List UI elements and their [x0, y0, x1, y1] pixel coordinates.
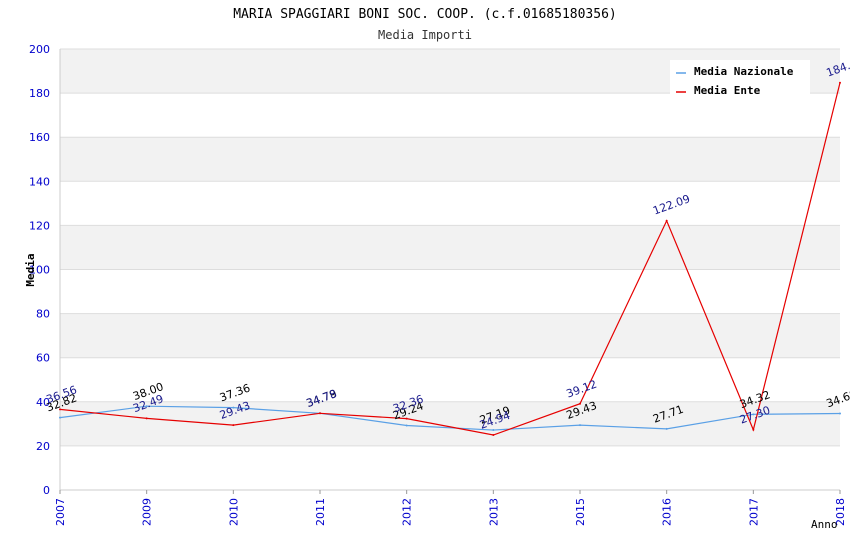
- y-tick-label: 40: [36, 396, 50, 409]
- plot-band: [60, 225, 840, 270]
- y-tick-label: 20: [36, 440, 50, 453]
- legend-label-media-nazionale: Media Nazionale: [694, 65, 794, 78]
- series-lines: [59, 81, 841, 437]
- data-point: [579, 424, 581, 427]
- data-point: [492, 429, 495, 432]
- x-tick-label: 2018: [834, 498, 847, 526]
- x-tick-label: 2017: [747, 498, 760, 526]
- data-point: [752, 413, 755, 416]
- grid-lines: [59, 48, 840, 491]
- legend-label-media-ente: Media Ente: [694, 84, 761, 97]
- data-point: [405, 417, 408, 420]
- series-line-media-nazionale: [59, 405, 841, 431]
- plot-bands: [60, 49, 840, 490]
- x-tick-label: 2012: [401, 498, 414, 526]
- y-tick-label: 0: [43, 484, 50, 497]
- y-tick-label: 160: [29, 131, 50, 144]
- plot-band: [60, 93, 840, 138]
- y-tick-label: 180: [29, 87, 50, 100]
- y-axis-label: Media: [24, 253, 37, 286]
- y-tick-label: 60: [36, 352, 50, 365]
- x-tick-label: 2010: [227, 498, 240, 526]
- data-point: [492, 434, 495, 437]
- data-point: [145, 417, 148, 420]
- data-point: [665, 219, 668, 222]
- y-tick-label: 100: [29, 264, 50, 277]
- x-tick-label: 2009: [141, 498, 154, 526]
- x-axis-label: Anno: [811, 518, 838, 531]
- x-tick-label: 2016: [661, 498, 674, 526]
- plot-band: [60, 445, 840, 490]
- x-tick-label: 2007: [54, 498, 67, 526]
- data-point: [839, 412, 841, 415]
- chart-title: MARIA SPAGGIARI BONI SOC. COOP. (c.f.016…: [233, 7, 617, 22]
- plot-band: [60, 137, 840, 182]
- data-point: [59, 408, 61, 411]
- x-tick-label: 2011: [314, 498, 327, 526]
- y-tick-label: 200: [29, 43, 50, 56]
- data-point: [839, 81, 841, 84]
- chart-subtitle: Media Importi: [378, 28, 472, 42]
- plot-band: [60, 181, 840, 226]
- y-tick-label: 80: [36, 308, 50, 321]
- legend: Media Nazionale Media Ente: [670, 60, 810, 97]
- data-point: [405, 424, 408, 427]
- data-point: [319, 412, 321, 415]
- plot-band: [60, 401, 840, 446]
- data-point: [579, 402, 581, 405]
- legend-box: [670, 60, 810, 96]
- series-line-media-ente: [59, 82, 841, 436]
- plot-band: [60, 357, 840, 402]
- y-tick-label: 140: [29, 175, 50, 188]
- data-point: [665, 427, 668, 430]
- data-point: [752, 428, 755, 431]
- plot-band: [60, 269, 840, 314]
- data-point: [145, 405, 148, 408]
- x-tick-label: 2013: [487, 498, 500, 526]
- data-point: [232, 424, 235, 427]
- x-axis-ticks: 2007 2009 2010 2011 2012 2013 2015 2016 2017 2018: [54, 490, 847, 526]
- y-tick-label: 120: [29, 219, 50, 232]
- data-point: [59, 416, 61, 419]
- y-axis-ticks: 0 20 40 60 80 100 120 140 160 180 200: [29, 43, 50, 497]
- data-point: [232, 406, 235, 409]
- x-tick-label: 2015: [574, 498, 587, 526]
- plot-band: [60, 313, 840, 358]
